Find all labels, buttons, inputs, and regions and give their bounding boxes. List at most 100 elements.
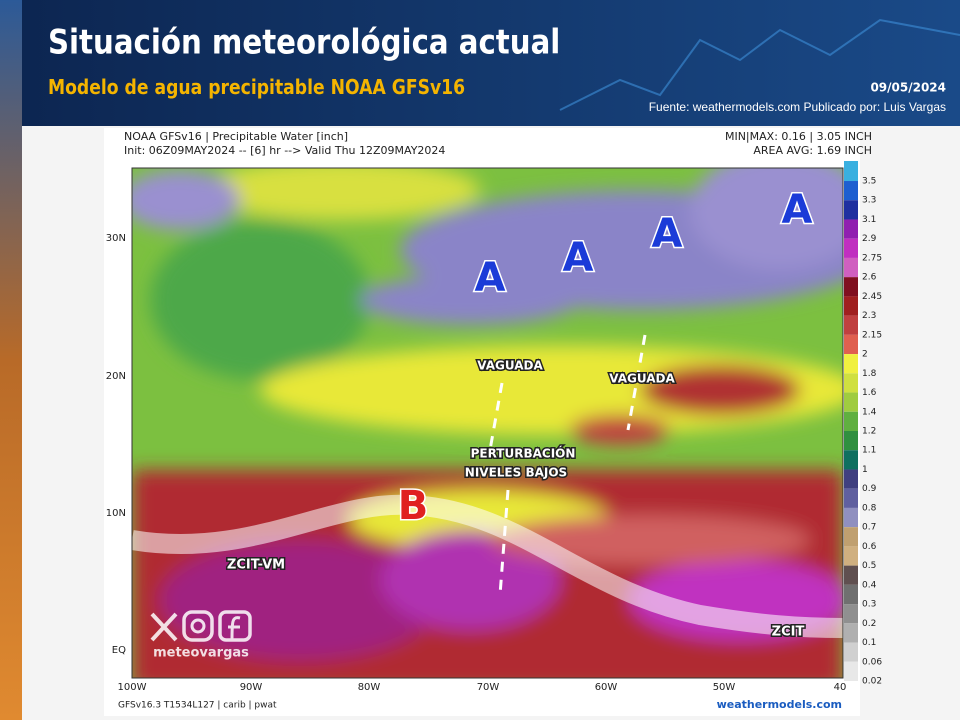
high-marker: A: [652, 211, 683, 257]
title: Situación meteorológica actual: [48, 24, 560, 63]
colorbar-segment: [844, 392, 858, 412]
colorbar-label: 2.15: [862, 330, 882, 340]
map-stats: MIN|MAX: 0.16 | 3.05 INCH: [725, 130, 872, 143]
colorbar-label: 2.9: [862, 234, 877, 244]
colorbar-segment: [844, 200, 858, 220]
colorbar-segment: [844, 507, 858, 528]
logo-icon: [228, 616, 241, 641]
colorbar-label: 2: [862, 350, 868, 360]
colorbar-segment: [844, 257, 858, 278]
trough-label: VAGUADA: [609, 372, 675, 386]
longitude-label: 70W: [477, 682, 500, 693]
colorbar-label: 0.5: [862, 561, 876, 571]
colorbar-label: 2.75: [862, 253, 882, 263]
colorbar-segment: [844, 181, 858, 201]
colorbar-segment: [844, 584, 858, 605]
high-marker: A: [782, 187, 813, 233]
logo-icon: [182, 610, 214, 642]
colorbar-segment: [844, 219, 858, 239]
colorbar-label: 0.6: [862, 542, 877, 552]
map-init: Init: 06Z09MAY2024 -- [6] hr --> Valid T…: [124, 144, 445, 157]
colorbar-label: 0.02: [862, 676, 882, 686]
colorbar-label: 0.9: [862, 484, 877, 494]
latitude-label: 10N: [106, 508, 126, 519]
latitude-label: 30N: [106, 233, 126, 244]
subtitle: Modelo de agua precipitable NOAA GFSv16: [48, 77, 465, 100]
colorbar-segment: [844, 488, 858, 508]
longitude-label: 60W: [595, 682, 618, 693]
colorbar-segment: [844, 315, 858, 335]
high-marker: A: [563, 235, 594, 281]
colorbar-label: 0.1: [862, 638, 876, 648]
colorbar-label: 2.6: [862, 273, 877, 283]
itcz-label: ZCIT: [772, 625, 805, 640]
colorbar-segment: [844, 296, 858, 316]
map-average: AREA AVG: 1.69 INCH: [753, 144, 872, 157]
colorbar-segment: [844, 527, 858, 547]
colorbar-segment: [844, 373, 858, 393]
colorbar-label: 2.45: [862, 292, 882, 302]
colorbar-segment: [844, 546, 858, 566]
logo-icon: [218, 610, 252, 642]
itcz-band: [132, 494, 843, 638]
colorbar-segment: [844, 661, 858, 681]
logo: meteovargas: [150, 610, 252, 661]
map-axes: 30N 20N 10N EQ 100W 90W 80W 70W 60W 50W 40: [106, 233, 847, 693]
colorbar-segment: [844, 642, 858, 662]
low-marker: B: [398, 483, 429, 529]
colorbar-label: 1.6: [862, 388, 877, 398]
colorbar-label: 1.2: [862, 426, 876, 436]
colorbar-label: 1: [862, 465, 868, 475]
map-frame: [131, 167, 844, 679]
trough-label: VAGUADA: [477, 359, 543, 373]
colorbar-label: 0.7: [862, 523, 876, 533]
colorbar-label: 2.3: [862, 311, 876, 321]
map-credit: weathermodels.com: [717, 698, 842, 711]
high-marker: A: [475, 255, 506, 301]
colorbar-label: 0.8: [862, 503, 877, 513]
logo-text: meteovargas: [153, 646, 249, 661]
itcz-label: ZCIT-VM: [227, 558, 285, 573]
colorbar-label: 0.2: [862, 619, 876, 629]
longitude-label: 100W: [118, 682, 147, 693]
colorbar-segment: [844, 238, 858, 258]
longitude-label: 80W: [358, 682, 381, 693]
colorbar-label: 1.1: [862, 446, 876, 456]
colorbar-label: 1.8: [862, 369, 877, 379]
colorbar: 3.5 3.3 3.1 2.9 2.75 2.6 2.45 2.3 2.15 2 1.8 1.6 1.4…: [844, 161, 882, 686]
colorbar-label: 1.4: [862, 407, 877, 417]
logo-icon: [150, 612, 178, 642]
header-band: [0, 0, 960, 126]
colorbar-label: 0.3: [862, 600, 876, 610]
logo-icon: [190, 618, 206, 634]
disturbance-label: NIVELES BAJOS: [465, 466, 567, 480]
colorbar-segment: [844, 161, 858, 182]
longitude-label: 40: [834, 682, 847, 693]
side-strip: [0, 0, 22, 720]
date: 09/05/2024: [870, 81, 946, 95]
source: Fuente: weathermodels.com Publicado por:…: [649, 100, 946, 114]
longitude-label: 90W: [240, 682, 263, 693]
colorbar-segment: [844, 604, 858, 624]
map-title: NOAA GFSv16 | Precipitable Water [inch]: [124, 130, 348, 143]
colorbar-segment: [844, 565, 858, 585]
colorbar-label: 3.3: [862, 196, 876, 206]
colorbar-label: 3.1: [862, 215, 876, 225]
colorbar-segment: [844, 450, 858, 470]
colorbar-segment: [844, 277, 858, 297]
map-field: [132, 168, 843, 678]
colorbar-segment: [844, 469, 858, 489]
colorbar-label: 0.06: [862, 657, 882, 667]
latitude-label: EQ: [112, 645, 126, 656]
colorbar-segment: [844, 411, 858, 432]
colorbar-segment: [844, 354, 858, 374]
trough-lines: [488, 334, 647, 596]
colorbar-segment: [844, 431, 858, 451]
colorbar-segment: [844, 334, 858, 355]
longitude-label: 50W: [713, 682, 736, 693]
map-footer: GFSv16.3 T1534L127 | carib | pwat: [118, 701, 277, 711]
header-decoration: [559, 18, 960, 111]
colorbar-label: 0.4: [862, 580, 877, 590]
